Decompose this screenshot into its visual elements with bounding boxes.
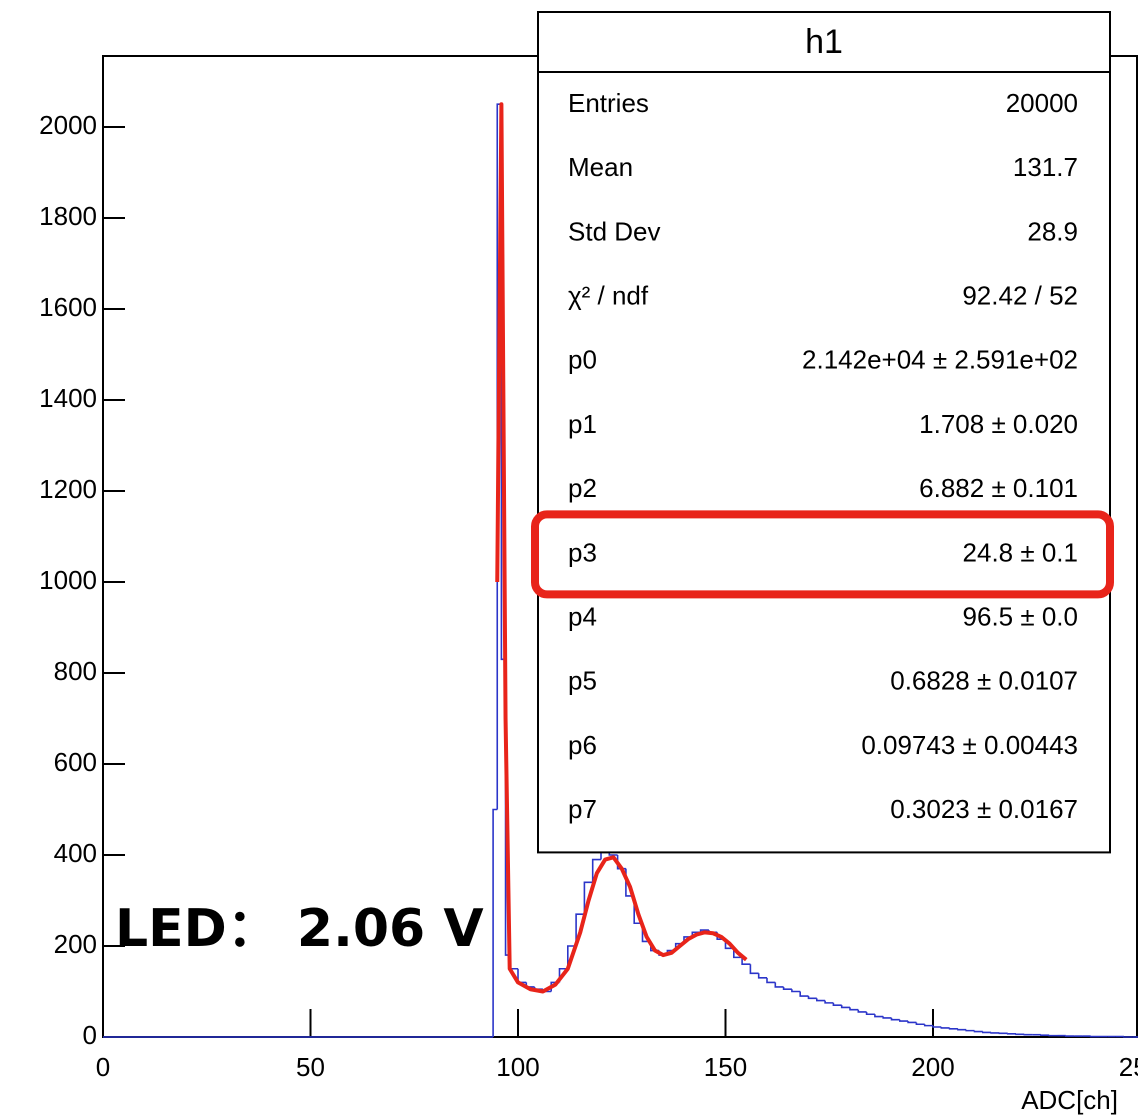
x-tick-label: 250 [1119, 1052, 1138, 1082]
y-tick-label: 400 [54, 838, 97, 868]
histogram-bin [791, 989, 801, 993]
histogram-bin [890, 1017, 900, 1021]
histogram-bin [774, 982, 784, 988]
stats-name: p1 [568, 409, 597, 439]
stats-title: h1 [805, 23, 843, 61]
histogram-bin [923, 1024, 933, 1027]
y-tick-label: 800 [54, 656, 97, 686]
histogram-bin [957, 1028, 967, 1031]
y-tick-label: 1400 [39, 383, 97, 413]
stats-value: 1.708 ± 0.020 [919, 409, 1078, 439]
stats-value: 0.3023 ± 0.0167 [890, 794, 1078, 824]
fit-curve [495, 102, 748, 994]
histogram-bin [757, 973, 767, 979]
histogram-bin [575, 913, 585, 946]
histogram-bin [857, 1009, 867, 1013]
stats-name: p3 [568, 537, 597, 567]
stats-box [537, 11, 1111, 854]
stats-value: 2.142e+04 ± 2.591e+02 [802, 345, 1078, 375]
x-tick-label: 200 [911, 1052, 954, 1082]
histogram-bin [766, 977, 776, 984]
stats-value: 0.6828 ± 0.0107 [890, 666, 1078, 696]
histogram-bin [932, 1025, 942, 1028]
histogram-bin [782, 986, 792, 991]
highlight-box [531, 510, 1114, 599]
histogram-bin [816, 998, 826, 1002]
histogram-bin [907, 1021, 917, 1024]
y-tick-label: 1800 [39, 201, 97, 231]
histogram-bin [915, 1022, 925, 1026]
histogram-bin [832, 1002, 842, 1006]
stats-value: 131.7 [1013, 152, 1078, 182]
histogram-bin [517, 968, 527, 984]
y-tick-label: 1200 [39, 474, 97, 504]
histogram-bin [741, 957, 751, 965]
stats-name: p5 [568, 666, 597, 696]
histogram-bin [982, 1031, 992, 1034]
y-tick-label: 0 [83, 1020, 97, 1050]
y-tick-label: 1000 [39, 565, 97, 595]
histogram-bin [940, 1026, 950, 1029]
stats-value: 6.882 ± 0.101 [919, 473, 1078, 503]
histogram-bin [973, 1030, 983, 1033]
histogram-bin [865, 1011, 875, 1016]
y-tick-label: 600 [54, 747, 97, 777]
x-tick-label: 50 [296, 1052, 325, 1082]
histogram-bin [874, 1014, 884, 1018]
histogram-bin [799, 991, 809, 997]
stats-name: p4 [568, 601, 597, 631]
histogram-bin [807, 996, 817, 1000]
histogram-bin [824, 1000, 834, 1004]
y-tick-label: 200 [54, 929, 97, 959]
histogram-bin [567, 945, 577, 969]
stats-value: 0.09743 ± 0.00443 [861, 730, 1078, 760]
y-tick-label: 2000 [39, 110, 97, 140]
x-tick-label: 0 [96, 1052, 110, 1082]
stats-name: p7 [568, 794, 597, 824]
stats-name: Mean [568, 152, 633, 182]
x-tick-label: 150 [704, 1052, 747, 1082]
stats-value: 28.9 [1027, 216, 1078, 246]
stats-value: 24.8 ± 0.1 [963, 537, 1078, 567]
histogram-bin [840, 1005, 850, 1009]
histogram-bin [492, 808, 498, 1037]
stats-name: p0 [568, 345, 597, 375]
histogram-bin [591, 858, 601, 883]
histogram-bin [749, 964, 759, 975]
stats-name: p2 [568, 473, 597, 503]
x-axis-label: ADC[ch] [1021, 1085, 1118, 1115]
histogram-bin [583, 881, 593, 915]
stats-value: 96.5 ± 0.0 [963, 601, 1078, 631]
histogram-bin [882, 1016, 892, 1019]
annotation: LED： 2.06 V [115, 899, 484, 959]
stats-value: 20000 [1006, 88, 1078, 118]
histogram-bin [849, 1007, 859, 1011]
stats-name: p6 [568, 730, 597, 760]
histogram-bin [948, 1027, 958, 1030]
stats-value: 92.42 / 52 [962, 280, 1078, 310]
stats-name: Entries [568, 88, 649, 118]
stats-name: Std Dev [568, 216, 661, 246]
y-tick-label: 1600 [39, 292, 97, 322]
x-tick-label: 100 [496, 1052, 539, 1082]
histogram-bin [899, 1019, 909, 1022]
stats-name: χ² / ndf [568, 280, 649, 310]
histogram-bin [965, 1029, 975, 1032]
histogram-bin [733, 948, 743, 959]
